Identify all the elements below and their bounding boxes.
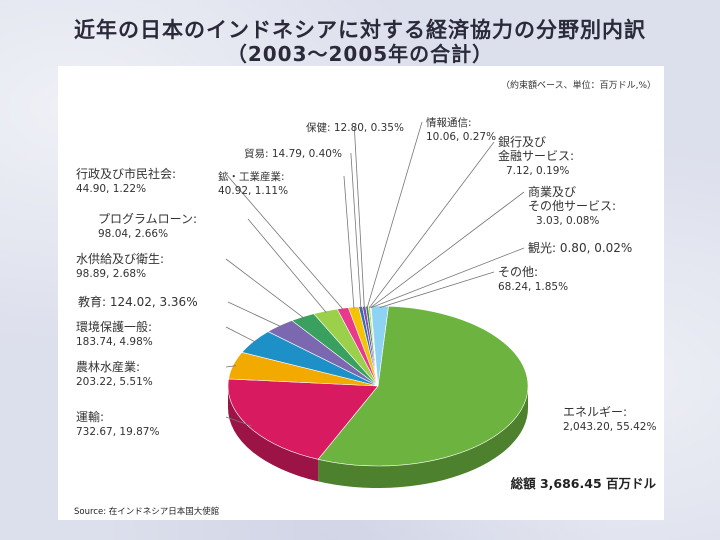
- leader-line-10: [353, 126, 365, 308]
- slice-label-7: 行政及び市民社会: 44.90, 1.22%: [76, 166, 176, 195]
- slice-label-11: 情報通信: 10.06, 0.27%: [426, 116, 496, 143]
- slide-title: 近年の日本のインドネシアに対する経済協力の分野別内訳: [74, 18, 646, 42]
- slice-label-9: 貿易: 14.79, 0.40%: [244, 148, 342, 160]
- slice-label-6: プログラムローン: 98.04, 2.66%: [98, 212, 197, 240]
- slice-label-3: 環境保護一般: 183.74, 4.98%: [76, 319, 153, 348]
- leader-line-11: [366, 121, 423, 308]
- slice-label-12: 銀行及び金融サービス: 7.12, 0.19%: [498, 135, 574, 177]
- leader-line-13: [370, 191, 525, 309]
- leader-line-14: [370, 247, 525, 309]
- pie-chart: （約束額ベース、単位：百万ドル,%） エネルギー: 2,043.20, 55.42…: [74, 79, 657, 517]
- leader-line-1: [225, 416, 252, 427]
- slice-label-14: 観光: 0.80, 0.02%: [528, 241, 632, 255]
- pie-slice-1: [227, 378, 379, 460]
- leader-line-4: [227, 301, 282, 328]
- slice-label-5: 水供給及び衛生: 98.89, 2.68%: [76, 252, 164, 280]
- slice-label-1: 運輸: 732.67, 19.87%: [76, 409, 159, 438]
- pie-slice-side: [318, 386, 528, 488]
- slide-subtitle: （2003～2005年の合計）: [226, 42, 494, 66]
- leader-line-15: [379, 271, 495, 308]
- leader-line-6: [247, 218, 327, 313]
- slice-label-15: その他: 68.24, 1.85%: [498, 265, 568, 293]
- leader-line-7: [225, 173, 344, 311]
- pie-slice-0: [317, 305, 529, 467]
- leader-line-12: [368, 141, 495, 308]
- leader-line-2: [225, 365, 237, 368]
- unit-note: （約束額ベース、単位：百万ドル,%）: [501, 79, 656, 91]
- chart-panel: （約束額ベース、単位：百万ドル,%） エネルギー: 2,043.20, 55.42…: [58, 66, 664, 520]
- pie-slice-side: [228, 386, 319, 482]
- slice-label-2: 農林水産業: 203.22, 5.51%: [76, 359, 153, 388]
- slice-label-0: エネルギー: 2,043.20, 55.42%: [563, 405, 656, 433]
- slice-label-13: 商業及びその他サービス: 3.03, 0.08%: [528, 184, 616, 227]
- leader-line-9: [350, 152, 362, 309]
- total-label: 総額 3,686.45 百万ドル: [511, 476, 657, 491]
- source-note: Source: 在インドネシア日本国大使館: [74, 506, 219, 517]
- slice-label-10: 保健: 12.80, 0.35%: [306, 121, 404, 134]
- leader-line-3: [225, 326, 257, 343]
- leader-line-5: [225, 258, 305, 319]
- leader-line-8: [343, 175, 355, 309]
- slice-label-4: 教育: 124.02, 3.36%: [78, 294, 198, 309]
- slice-label-8: 鉱・工業産業: 40.92, 1.11%: [218, 170, 288, 197]
